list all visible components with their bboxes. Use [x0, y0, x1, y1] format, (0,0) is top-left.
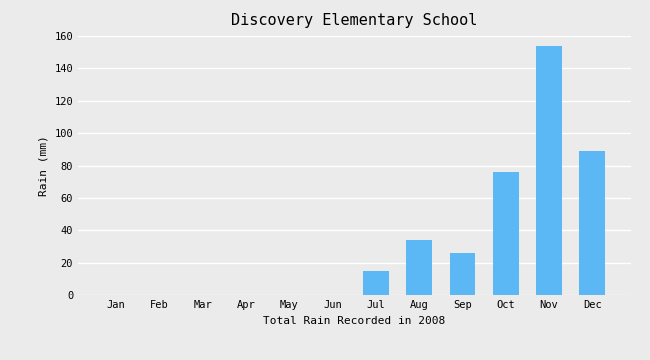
- Y-axis label: Rain (mm): Rain (mm): [39, 135, 49, 196]
- Bar: [363, 271, 389, 295]
- Bar: [536, 46, 562, 295]
- Bar: [579, 151, 605, 295]
- Bar: [493, 172, 519, 295]
- Bar: [406, 240, 432, 295]
- Title: Discovery Elementary School: Discovery Elementary School: [231, 13, 478, 28]
- Bar: [450, 253, 476, 295]
- X-axis label: Total Rain Recorded in 2008: Total Rain Recorded in 2008: [263, 316, 445, 325]
